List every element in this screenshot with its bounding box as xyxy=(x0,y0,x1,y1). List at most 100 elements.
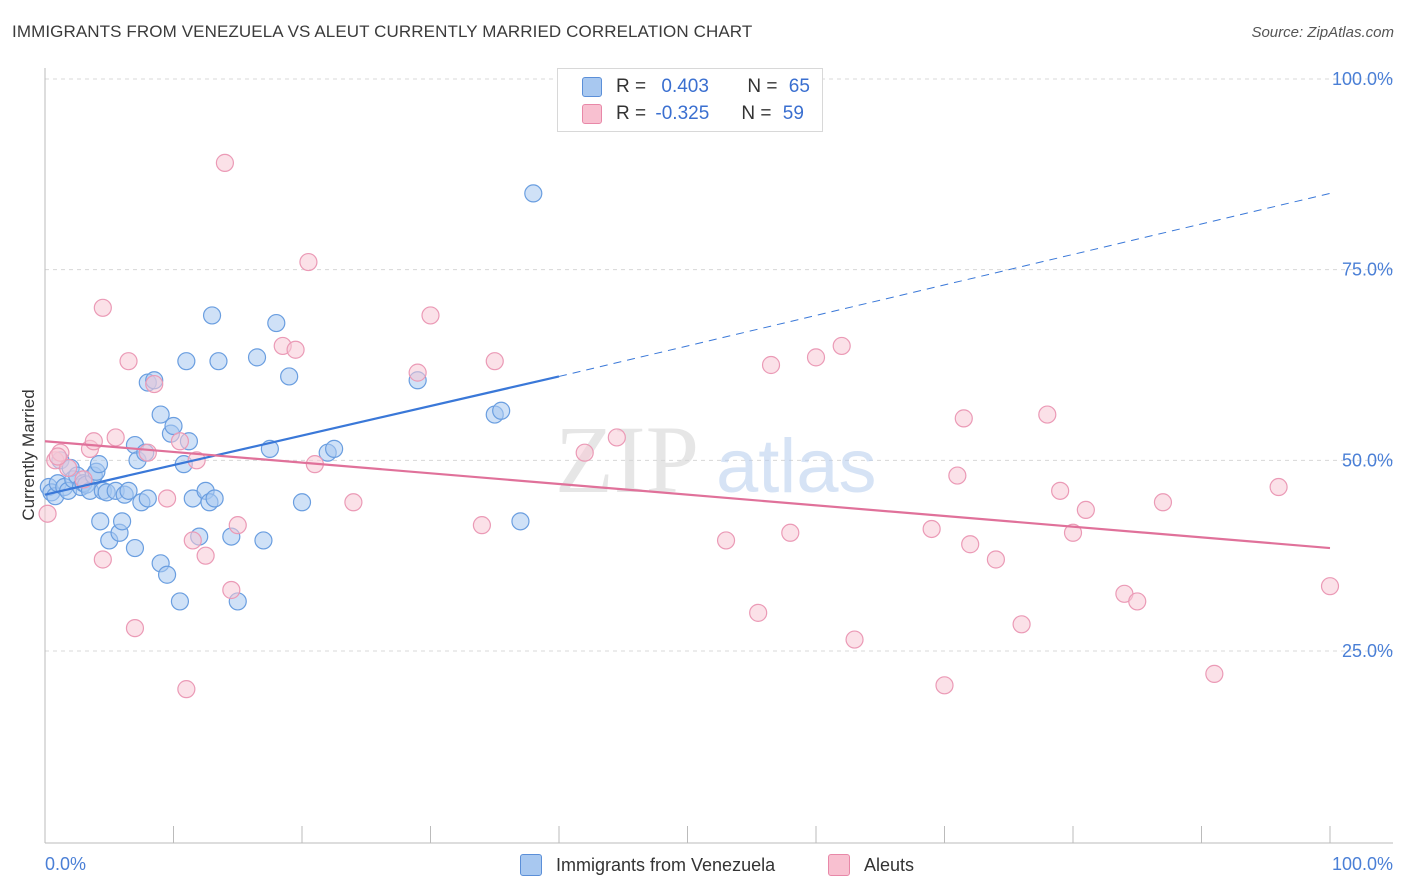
aleut-point xyxy=(38,504,57,523)
aleut-point xyxy=(196,546,215,565)
venezuela-point xyxy=(151,405,170,424)
legend-row-aleuts: R = -0.325 N = 59 xyxy=(582,101,804,127)
legend-swatch-pink xyxy=(582,104,602,124)
legend-label: Aleuts xyxy=(864,854,915,875)
aleut-point xyxy=(575,443,594,462)
aleut-point xyxy=(1051,481,1070,500)
source-label: Source: ZipAtlas.com xyxy=(1251,24,1394,41)
aleut-point xyxy=(1128,592,1147,611)
aleut-point xyxy=(1320,577,1340,596)
aleut-point xyxy=(485,352,504,371)
venezuela-point xyxy=(112,512,132,531)
venezuela-point xyxy=(170,592,190,611)
aleut-point xyxy=(74,470,93,489)
aleut-point xyxy=(986,550,1006,569)
x-tick-label: 100.0% xyxy=(1332,854,1393,874)
aleut-point xyxy=(935,676,954,695)
venezuela-point xyxy=(89,455,109,474)
aleut-point xyxy=(1012,615,1031,634)
aleut-point xyxy=(215,153,234,172)
legend-swatch-blue xyxy=(582,77,602,97)
aleut-point xyxy=(749,603,768,622)
aleut-point xyxy=(1063,523,1083,542)
venezuela-point xyxy=(492,401,511,420)
venezuela-point xyxy=(91,512,110,531)
aleut-point xyxy=(228,516,247,535)
aleut-point xyxy=(716,531,736,550)
aleut-point xyxy=(106,428,125,447)
venezuela-point xyxy=(157,565,177,584)
axes xyxy=(44,68,1393,844)
n-label: N = xyxy=(747,76,778,97)
venezuela-point xyxy=(325,439,344,458)
aleut-point xyxy=(472,516,491,535)
aleut-point xyxy=(93,298,112,317)
aleut-point xyxy=(761,355,781,375)
venezuela-trend-line xyxy=(44,375,560,496)
venezuela-trend-extension xyxy=(558,192,1331,377)
venezuela-point xyxy=(119,481,138,500)
legend-item-venezuela: Immigrants from Venezuela xyxy=(520,852,775,878)
venezuela-point xyxy=(280,367,299,386)
data-points xyxy=(38,153,1340,699)
venezuela-point xyxy=(254,531,273,550)
aleut-point xyxy=(1205,664,1224,683)
aleut-point xyxy=(1269,477,1288,497)
aleut-point xyxy=(421,306,440,325)
aleut-trend-line xyxy=(44,440,1331,550)
aleut-point xyxy=(170,432,190,451)
aleut-point xyxy=(607,428,626,447)
n-value: 65 xyxy=(788,76,810,97)
r-value: -0.325 xyxy=(655,103,710,124)
venezuela-point xyxy=(164,416,183,436)
venezuela-point xyxy=(177,352,196,371)
aleut-point xyxy=(948,466,967,485)
venezuela-point xyxy=(205,489,224,508)
x-tick-label: 0.0% xyxy=(45,854,86,874)
r-value: 0.403 xyxy=(661,76,709,97)
aleut-point xyxy=(954,409,973,428)
n-value: 59 xyxy=(782,103,804,124)
aleut-point xyxy=(59,458,78,478)
legend-item-aleuts: Aleuts xyxy=(828,852,914,878)
y-tick-label: 75.0% xyxy=(1342,260,1393,280)
y-tick-label: 50.0% xyxy=(1342,450,1393,470)
venezuela-point xyxy=(125,538,145,558)
venezuela-point xyxy=(209,352,228,371)
r-label: R = xyxy=(616,103,647,124)
venezuela-point xyxy=(247,348,267,367)
aleut-point xyxy=(1076,500,1095,520)
watermark-atlas: atlas xyxy=(716,424,877,509)
aleut-point xyxy=(286,340,305,359)
aleut-point xyxy=(48,447,67,466)
grid-lines xyxy=(45,78,1393,652)
correlation-legend: R = 0.403 N = 65 R = -0.325 N = 59 xyxy=(557,68,823,132)
y-tick-label: 25.0% xyxy=(1342,641,1393,661)
legend-row-venezuela: R = 0.403 N = 65 xyxy=(582,74,810,100)
aleut-point xyxy=(1153,493,1173,512)
watermark-zip: ZIP xyxy=(555,406,699,513)
venezuela-point xyxy=(292,493,312,512)
venezuela-point xyxy=(267,313,286,333)
aleut-point xyxy=(344,493,363,512)
aleut-point xyxy=(832,336,851,356)
aleut-point xyxy=(183,531,202,550)
aleut-point xyxy=(299,252,318,272)
chart-title: IMMIGRANTS FROM VENEZUELA VS ALEUT CURRE… xyxy=(12,22,753,41)
aleut-point xyxy=(84,432,103,451)
venezuela-point xyxy=(138,489,157,508)
aleut-point xyxy=(408,363,427,382)
aleut-point xyxy=(125,619,145,638)
aleut-point xyxy=(93,550,112,569)
venezuela-point xyxy=(511,512,530,531)
aleut-point xyxy=(119,352,138,371)
aleut-point xyxy=(1038,405,1057,424)
legend-swatch-pink xyxy=(828,854,850,876)
n-label: N = xyxy=(741,103,772,124)
venezuela-point xyxy=(524,184,543,203)
y-axis-label: Currently Married xyxy=(19,389,38,520)
aleut-point xyxy=(138,443,157,462)
venezuela-point xyxy=(202,306,222,325)
aleut-point xyxy=(157,489,177,508)
